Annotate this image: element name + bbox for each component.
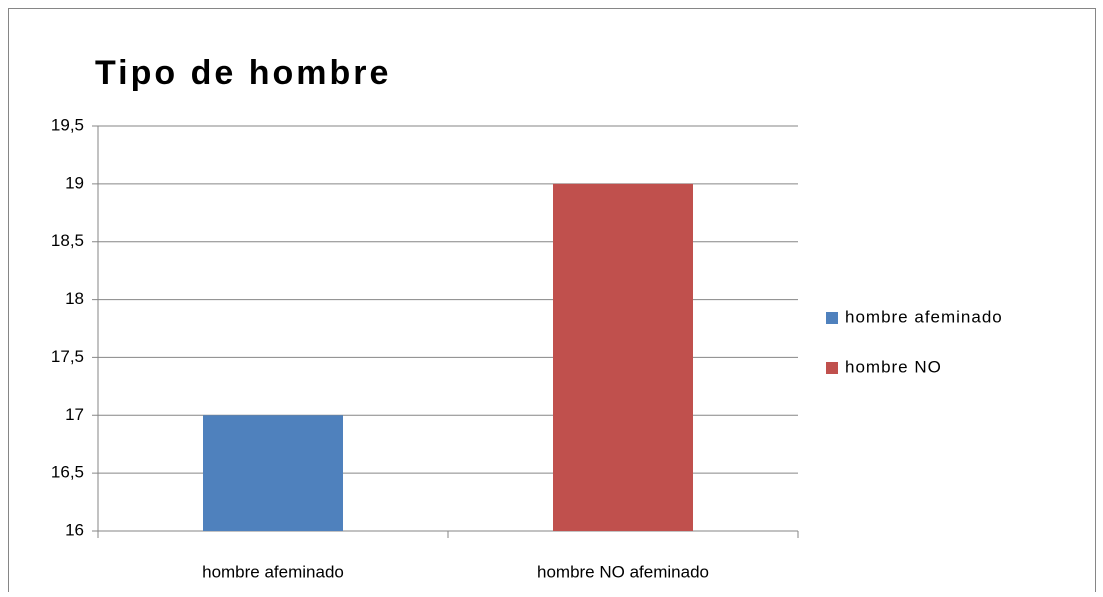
bar <box>553 183 693 531</box>
y-tick-label: 19 <box>65 173 84 192</box>
legend-label: hombre NO <box>845 357 942 376</box>
bar <box>203 415 343 531</box>
y-tick-label: 18 <box>65 289 84 308</box>
y-tick-label: 16 <box>65 520 84 539</box>
x-tick-label: hombre NO afeminado <box>537 562 709 581</box>
legend-label: hombre afeminado <box>845 307 1003 326</box>
y-tick-label: 17,5 <box>51 347 84 366</box>
y-tick-label: 19,5 <box>51 115 84 134</box>
x-tick-label: hombre afeminado <box>202 562 344 581</box>
chart-border <box>8 8 1096 597</box>
chart-title: Tipo de hombre <box>95 54 391 92</box>
legend-swatch <box>826 312 838 324</box>
legend-swatch <box>826 362 838 374</box>
y-tick-label: 17 <box>65 405 84 424</box>
y-tick-label: 18,5 <box>51 231 84 250</box>
y-tick-label: 16,5 <box>51 463 84 482</box>
